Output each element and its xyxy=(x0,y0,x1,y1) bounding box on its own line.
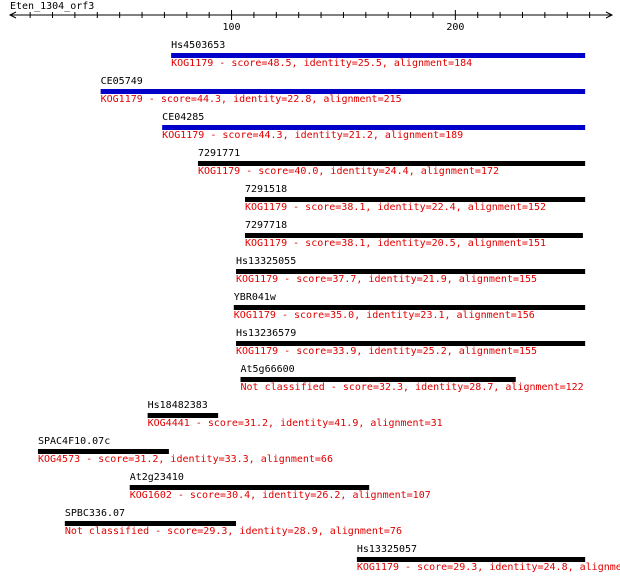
hit-bar xyxy=(37,449,169,454)
hit-description: KOG4573 - score=31.2, identity=33.3, ali… xyxy=(38,454,333,465)
hit-bar xyxy=(147,413,219,418)
hit-description: KOG1179 - score=35.0, identity=23.1, ali… xyxy=(234,310,535,321)
hit-description: Not classified - score=29.3, identity=28… xyxy=(65,526,402,537)
hit-name: YBR041w xyxy=(234,292,277,303)
hit-description: KOG1179 - score=29.3, identity=24.8, ali… xyxy=(357,562,620,573)
hit-name: Hs18482383 xyxy=(148,400,208,411)
hit-name: Hs13325055 xyxy=(236,256,296,267)
hit-name: 7297718 xyxy=(245,220,287,231)
hit-bar xyxy=(162,125,586,130)
hit-bar xyxy=(100,89,586,94)
hit-description: KOG1179 - score=38.1, identity=22.4, ali… xyxy=(245,202,546,213)
axis-arrow-right xyxy=(605,11,614,19)
hit-name: 7291771 xyxy=(198,148,240,159)
hit-description: KOG1179 - score=48.5, identity=25.5, ali… xyxy=(171,58,472,69)
hit-name: CE05749 xyxy=(101,76,143,87)
hit-name: At5g66600 xyxy=(241,364,295,375)
hit-bar xyxy=(129,485,370,490)
hit-name: At2g23410 xyxy=(130,472,184,483)
hit-name: Hs13325057 xyxy=(357,544,417,555)
hit-bar xyxy=(240,377,516,382)
hit-description: KOG1179 - score=38.1, identity=20.5, ali… xyxy=(245,238,546,249)
hit-description: KOG1179 - score=37.7, identity=21.9, ali… xyxy=(236,274,537,285)
hit-description: KOG1179 - score=44.3, identity=21.2, ali… xyxy=(162,130,463,141)
hit-description: KOG1179 - score=33.9, identity=25.2, ali… xyxy=(236,346,537,357)
tick-label: 200 xyxy=(446,22,464,33)
axis-arrow-left xyxy=(8,11,17,19)
hit-bar xyxy=(236,269,586,274)
hit-name: SPBC336.07 xyxy=(65,508,125,519)
hit-description: KOG1602 - score=30.4, identity=26.2, ali… xyxy=(130,490,431,501)
query-title: Eten_1304_orf3 xyxy=(10,1,94,12)
hit-bar xyxy=(244,233,583,238)
hit-bar xyxy=(244,197,586,202)
hit-name: CE04285 xyxy=(162,112,204,123)
hit-name: Hs13236579 xyxy=(236,328,296,339)
hit-description: KOG1179 - score=40.0, identity=24.4, ali… xyxy=(198,166,499,177)
hit-bar xyxy=(197,161,586,166)
tick-label: 100 xyxy=(223,22,241,33)
hit-name: Hs4503653 xyxy=(171,40,225,51)
hit-description: KOG1179 - score=44.3, identity=22.8, ali… xyxy=(101,94,402,105)
hit-description: Not classified - score=32.3, identity=28… xyxy=(241,382,584,393)
hit-bar xyxy=(171,53,586,58)
hit-description: KOG4441 - score=31.2, identity=41.9, ali… xyxy=(148,418,443,429)
hit-name: SPAC4F10.07c xyxy=(38,436,110,447)
hit-name: 7291518 xyxy=(245,184,287,195)
hit-bar xyxy=(236,341,586,346)
hit-bar xyxy=(356,557,586,562)
hit-bar xyxy=(233,305,586,310)
hit-bar xyxy=(64,521,237,526)
